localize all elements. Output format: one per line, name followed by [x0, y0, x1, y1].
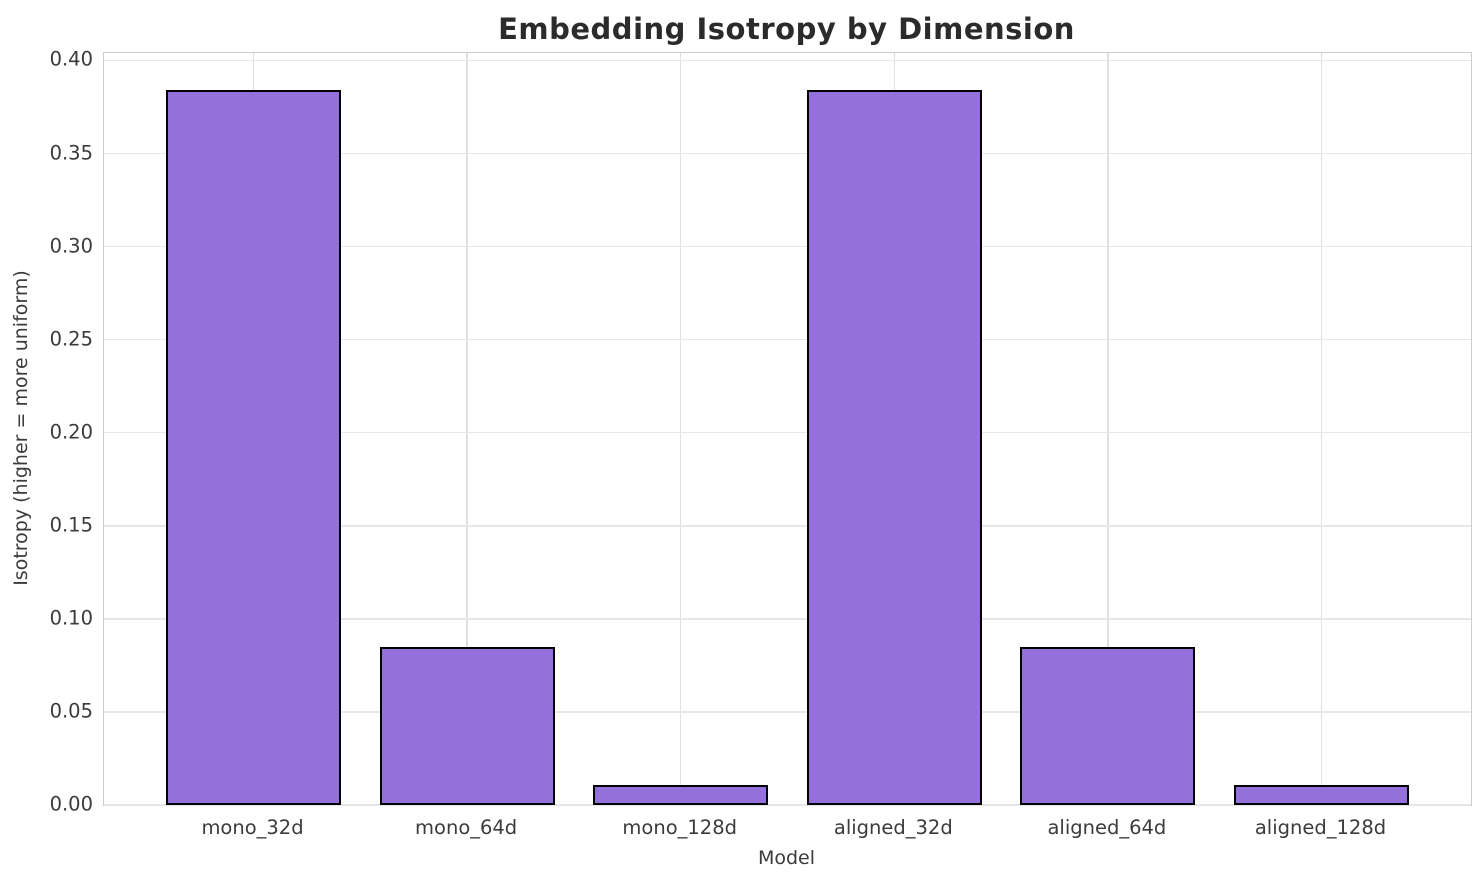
- bar-mono_32d: [166, 90, 341, 805]
- gridline-horizontal: [104, 431, 1471, 434]
- y-tick-label: 0.30: [49, 234, 93, 258]
- gridline-horizontal: [104, 245, 1471, 248]
- gridline-vertical: [679, 53, 682, 805]
- plot-area: [103, 52, 1472, 806]
- x-tick-label-mono_128d: mono_128d: [622, 816, 737, 839]
- bar-aligned_32d: [807, 90, 982, 805]
- gridline-horizontal: [104, 711, 1471, 713]
- x-axis-label: Model: [757, 847, 816, 869]
- gridline-vertical: [466, 53, 468, 805]
- bar-aligned_64d: [1020, 647, 1195, 805]
- y-tick-label: 0.10: [49, 606, 93, 630]
- y-tick-label: 0.25: [49, 327, 93, 351]
- bar-aligned_128d: [1234, 785, 1409, 805]
- gridline-horizontal: [104, 618, 1471, 620]
- y-tick-label: 0.05: [49, 699, 93, 723]
- gridline-horizontal: [104, 525, 1471, 527]
- bar-mono_64d: [380, 647, 555, 805]
- y-tick-label: 0.20: [49, 420, 93, 444]
- y-tick-label: 0.15: [49, 513, 93, 537]
- gridline-horizontal: [104, 59, 1471, 62]
- x-tick-label-aligned_128d: aligned_128d: [1254, 816, 1387, 839]
- x-tick-label-mono_64d: mono_64d: [415, 816, 518, 839]
- x-tick-label-mono_32d: mono_32d: [201, 816, 304, 839]
- gridline-horizontal: [104, 338, 1471, 341]
- y-tick-label: 0.40: [49, 47, 93, 71]
- gridline-horizontal: [104, 152, 1471, 155]
- gridline-vertical: [1320, 53, 1323, 805]
- chart-title: Embedding Isotropy by Dimension: [498, 12, 1075, 46]
- gridline-vertical: [1107, 53, 1109, 805]
- bar-mono_128d: [593, 785, 768, 805]
- x-tick-label-aligned_64d: aligned_64d: [1047, 816, 1167, 839]
- y-tick-label: 0.00: [49, 792, 93, 816]
- gridline-horizontal: [104, 804, 1471, 806]
- y-tick-label: 0.35: [49, 141, 93, 164]
- x-tick-label-aligned_32d: aligned_32d: [833, 816, 953, 839]
